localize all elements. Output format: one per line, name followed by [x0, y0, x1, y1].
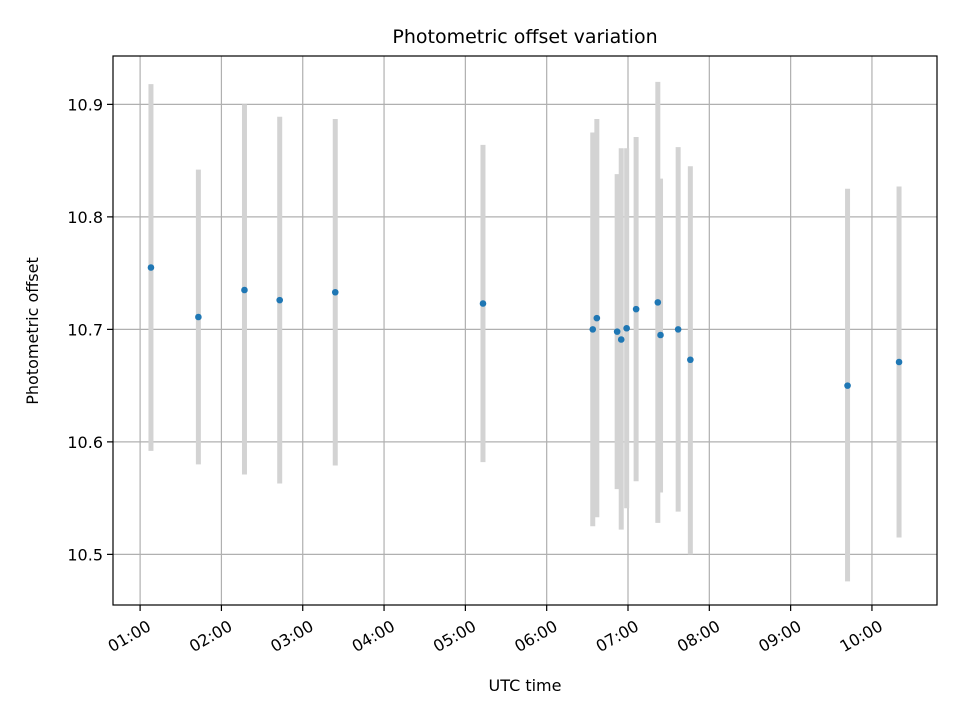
grid: [113, 56, 937, 605]
data-point: [479, 300, 487, 307]
data-point: [654, 299, 662, 306]
data-point: [331, 288, 339, 296]
data-point: [632, 305, 640, 313]
data-point: [674, 326, 682, 333]
data-point: [844, 382, 851, 389]
data-point: [617, 336, 625, 343]
y-tick-label: 10.9: [67, 95, 103, 114]
chart-title: Photometric offset variation: [392, 26, 657, 48]
data-point: [895, 358, 903, 366]
data-point: [687, 356, 694, 364]
y-tick-label: 10.6: [67, 433, 103, 452]
data-points: [147, 264, 903, 389]
data-point: [613, 328, 621, 335]
y-axis-ticks: 10.5 10.6 10.7 10.8 10.9: [67, 95, 113, 564]
y-tick-label: 10.5: [67, 545, 103, 564]
data-point: [195, 313, 202, 321]
data-point: [241, 286, 248, 294]
data-point: [276, 296, 283, 304]
data-point: [593, 314, 601, 322]
plot-area-frame: [112, 55, 938, 606]
data-point: [589, 326, 597, 333]
data-point: [147, 264, 155, 271]
data-point: [623, 324, 630, 332]
data-point: [657, 331, 664, 339]
y-axis-label: Photometric offset: [23, 257, 42, 405]
y-tick-label: 10.7: [67, 320, 103, 339]
y-tick-label: 10.8: [67, 208, 103, 227]
x-axis-label: UTC time: [489, 676, 562, 695]
